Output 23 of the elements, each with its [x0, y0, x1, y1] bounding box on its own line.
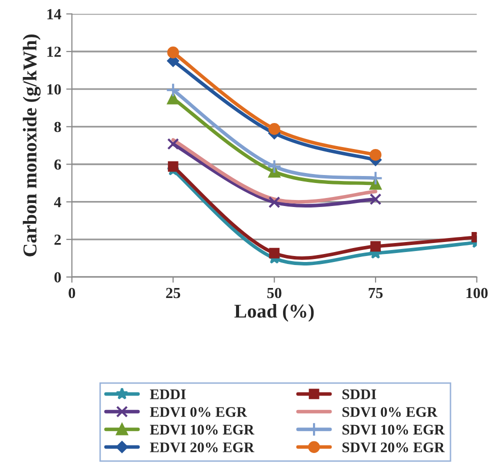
legend-label: EDVI 20% EGR [150, 442, 254, 452]
y-tick-label: 2 [54, 234, 61, 245]
legend-label: SDVI 10% EGR [342, 424, 445, 435]
y-tick-label: 4 [54, 197, 62, 208]
legend-label: EDVI 10% EGR [150, 424, 254, 435]
y-tick-label: 0 [54, 272, 61, 282]
x-tick-label: 25 [166, 288, 180, 298]
y-tick-label: 10 [47, 84, 61, 95]
y-axis-title: Carbon monoxide (g/kWh) [22, 34, 41, 256]
legend-label: SDVI 0% EGR [342, 407, 438, 417]
y-tick-label: 14 [47, 9, 62, 20]
legend-label: EDVI 0% EGR [150, 407, 248, 417]
x-tick-label: 100 [466, 288, 488, 298]
x-tick-label: 0 [68, 288, 76, 298]
x-tick-label: 50 [267, 288, 282, 298]
y-tick-label: 6 [54, 159, 62, 170]
x-tick-label: 75 [368, 288, 383, 298]
legend-label: EDDI [150, 390, 186, 400]
y-tick-label: 12 [47, 46, 61, 57]
legend-label: SDDI [342, 389, 376, 400]
x-axis-title: Load (%) [234, 304, 314, 322]
y-tick-label: 8 [54, 122, 61, 132]
legend-label: SDVI 20% EGR [342, 442, 445, 452]
